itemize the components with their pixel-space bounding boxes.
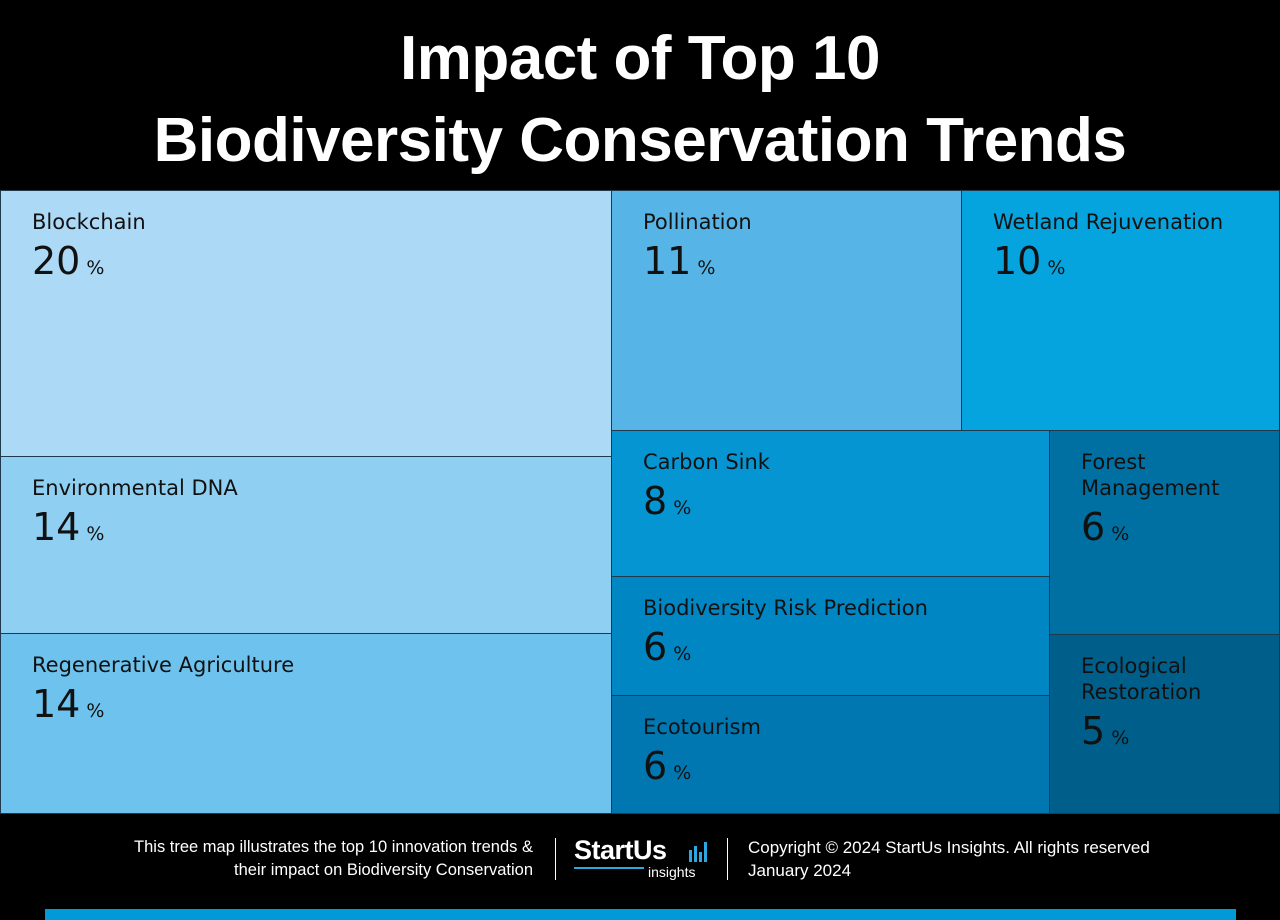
tile-value-number: 5 [1081, 709, 1106, 753]
tile-value: 6% [1081, 507, 1279, 555]
tile-value-unit: % [673, 762, 692, 784]
tile-value: 6% [643, 746, 1049, 794]
treemap-tile-wetland-rejuvenation: Wetland Rejuvenation 10% [961, 190, 1280, 431]
copyright-text: Copyright © 2024 StartUs Insights. All r… [748, 838, 1150, 857]
footer-description: This tree map illustrates the top 10 inn… [13, 836, 533, 882]
bar-chart-icon [689, 842, 707, 862]
tile-value: 11% [643, 241, 961, 289]
title-line-1: Impact of Top 10 [399, 24, 881, 93]
treemap-tile-regenerative-agriculture: Regenerative Agriculture 14% [0, 633, 612, 814]
tile-value-unit: % [1047, 257, 1066, 279]
chart-title: Impact of Top 10 Biodiversity Conservati… [0, 18, 1280, 182]
footer-description-line-1: This tree map illustrates the top 10 inn… [134, 838, 533, 856]
tile-value-unit: % [86, 700, 105, 722]
tile-label: Ecological Restoration [1081, 654, 1202, 704]
footer-divider-right [727, 838, 728, 880]
tile-label: Pollination [643, 210, 752, 234]
tile-label: Environmental DNA [32, 476, 238, 500]
tile-value-unit: % [1111, 523, 1130, 545]
tile-value: 14% [32, 507, 611, 555]
tile-label: Regenerative Agriculture [32, 653, 295, 677]
tile-value-number: 6 [643, 625, 668, 669]
treemap-tile-ecological-restoration: Ecological Restoration 5% [1049, 634, 1280, 814]
tile-value-number: 14 [32, 682, 81, 726]
footer-description-line-2: their impact on Biodiversity Conservatio… [234, 861, 533, 879]
tile-label: Blockchain [32, 210, 146, 234]
title-line-2: Biodiversity Conservation Trends [153, 106, 1127, 175]
tile-value-number: 8 [643, 479, 668, 523]
logo-underline [574, 867, 644, 869]
tile-value-number: 20 [32, 239, 81, 283]
tile-label: Biodiversity Risk Prediction [643, 596, 928, 620]
tile-value: 10% [993, 241, 1279, 289]
treemap: Blockchain 20% Environmental DNA 14% Regener… [0, 190, 1280, 814]
tile-value-unit: % [1111, 727, 1130, 749]
treemap-tile-pollination: Pollination 11% [611, 190, 962, 431]
treemap-tile-forest-management: Forest Management 6% [1049, 430, 1280, 635]
tile-value: 20% [32, 241, 611, 289]
treemap-tile-ecotourism: Ecotourism 6% [611, 695, 1050, 814]
tile-value-unit: % [86, 523, 105, 545]
logo-brand: StartUs [574, 835, 667, 865]
tile-value: 14% [32, 684, 611, 732]
tile-value-unit: % [86, 257, 105, 279]
logo-sub: insights [648, 864, 696, 880]
tile-value: 6% [643, 627, 1049, 675]
footer-copyright: Copyright © 2024 StartUs Insights. All r… [748, 836, 1268, 882]
tile-value-unit: % [673, 497, 692, 519]
tile-value: 8% [643, 481, 1049, 529]
tile-label: Ecotourism [643, 715, 761, 739]
tile-value-number: 6 [643, 744, 668, 788]
tile-value-number: 6 [1081, 505, 1106, 549]
tile-label: Forest Management [1081, 450, 1220, 500]
bottom-accent-bar [45, 909, 1236, 920]
treemap-tile-environmental-dna: Environmental DNA 14% [0, 456, 612, 634]
tile-label: Carbon Sink [643, 450, 770, 474]
tile-value-unit: % [697, 257, 716, 279]
tile-label: Wetland Rejuvenation [993, 210, 1224, 234]
tile-value-number: 11 [643, 239, 692, 283]
footer-divider-left [555, 838, 556, 880]
tile-value: 5% [1081, 711, 1279, 759]
publish-date: January 2024 [748, 861, 852, 880]
treemap-tile-carbon-sink: Carbon Sink 8% [611, 430, 1050, 577]
tile-value-number: 10 [993, 239, 1042, 283]
tile-value-number: 14 [32, 505, 81, 549]
treemap-tile-biodiversity-risk-prediction: Biodiversity Risk Prediction 6% [611, 576, 1050, 696]
startus-logo: StartUs insights [574, 836, 714, 882]
tile-value-unit: % [673, 643, 692, 665]
treemap-tile-blockchain: Blockchain 20% [0, 190, 612, 457]
